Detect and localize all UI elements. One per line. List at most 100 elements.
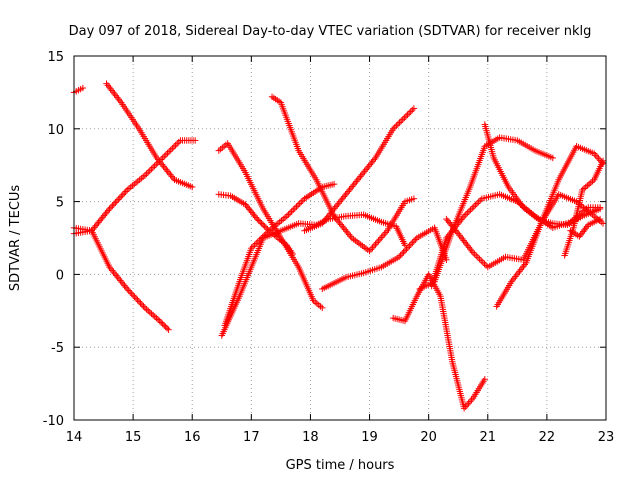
interpolated-point — [370, 156, 378, 163]
interpolated-point — [404, 111, 411, 118]
interpolated-point — [358, 211, 365, 219]
interpolated-point — [125, 287, 132, 294]
interpolated-point — [373, 239, 381, 246]
interpolated-point — [256, 237, 263, 244]
interpolated-point — [148, 310, 155, 317]
data-point — [141, 304, 149, 312]
interpolated-point — [468, 247, 475, 255]
interpolated-point — [251, 212, 258, 220]
interpolated-point — [129, 292, 137, 299]
interpolated-point — [381, 230, 388, 238]
interpolated-point — [475, 198, 482, 206]
interpolated-point — [164, 149, 171, 157]
interpolated-point — [244, 204, 252, 211]
interpolated-point — [468, 396, 475, 404]
interpolated-point — [585, 180, 593, 188]
series-arc-6 — [215, 191, 296, 258]
interpolated-point — [261, 223, 268, 230]
interpolated-point — [116, 97, 124, 105]
interpolated-point — [465, 208, 473, 215]
interpolated-point — [225, 192, 232, 199]
interpolated-point — [589, 149, 596, 156]
interpolated-point — [281, 214, 289, 221]
interpolated-point — [397, 117, 405, 125]
interpolated-point — [507, 280, 514, 287]
y-tick-label: -10 — [43, 414, 64, 429]
interpolated-point — [583, 223, 591, 230]
interpolated-point — [370, 242, 378, 250]
interpolated-point — [104, 207, 112, 214]
interpolated-point — [571, 197, 578, 204]
interpolated-point — [132, 295, 140, 302]
grid-lines — [74, 56, 606, 420]
interpolated-point — [146, 167, 153, 174]
interpolated-point — [257, 235, 265, 242]
interpolated-point — [382, 229, 390, 236]
interpolated-point — [109, 202, 116, 209]
interpolated-point — [500, 254, 507, 262]
interpolated-point — [391, 124, 398, 131]
y-tick-label: 5 — [56, 196, 64, 211]
interpolated-point — [112, 199, 119, 206]
series-arc-13 — [416, 134, 556, 293]
plot-frame — [73, 55, 607, 421]
interpolated-point — [406, 242, 413, 250]
x-axis-label: GPS time / hours — [286, 458, 395, 473]
interpolated-point — [466, 398, 474, 405]
interpolated-point — [157, 156, 165, 163]
interpolated-point — [375, 237, 382, 245]
interpolated-point — [160, 322, 168, 329]
interpolated-point — [494, 135, 501, 142]
series-arc-10 — [319, 224, 450, 293]
interpolated-point — [154, 316, 162, 323]
interpolated-point — [478, 257, 485, 264]
interpolated-point — [476, 255, 483, 263]
interpolated-point — [467, 206, 474, 214]
interpolated-point — [462, 211, 469, 218]
interpolated-point — [399, 317, 407, 324]
interpolated-point — [412, 236, 419, 243]
interpolated-point — [412, 295, 420, 302]
interpolated-point — [533, 214, 540, 221]
interpolated-point — [340, 275, 348, 282]
series-arc-9 — [268, 93, 418, 255]
x-tick-label: 19 — [361, 430, 378, 445]
interpolated-point — [436, 291, 443, 298]
interpolated-point — [122, 284, 130, 291]
interpolated-point — [372, 241, 379, 248]
interpolated-point — [247, 266, 254, 273]
interpolated-point — [86, 227, 93, 235]
interpolated-point — [250, 211, 257, 218]
x-tick-label: 14 — [66, 430, 83, 445]
interpolated-point — [594, 216, 602, 224]
interpolated-point — [453, 228, 461, 236]
interpolated-point — [154, 159, 162, 166]
interpolated-point — [444, 217, 451, 224]
interpolated-point — [409, 106, 416, 114]
interpolated-point — [246, 206, 253, 213]
interpolated-point — [537, 222, 544, 229]
interpolated-point — [429, 225, 436, 233]
interpolated-point — [286, 209, 294, 217]
interpolated-point — [473, 200, 481, 207]
interpolated-point — [118, 193, 125, 200]
data-point — [156, 317, 163, 325]
x-tick-label: 17 — [243, 430, 260, 445]
interpolated-point — [587, 179, 594, 186]
interpolated-point — [285, 211, 292, 218]
interpolated-point — [311, 174, 319, 182]
interpolated-point — [257, 218, 264, 226]
interpolated-point — [262, 230, 270, 238]
interpolated-point — [116, 194, 124, 202]
interpolated-point — [375, 264, 383, 272]
interpolated-point — [105, 261, 112, 269]
interpolated-point — [471, 250, 478, 258]
interpolated-point — [452, 227, 459, 234]
interpolated-point — [347, 233, 354, 240]
interpolated-point — [119, 191, 126, 198]
interpolated-point — [288, 249, 295, 256]
interpolated-point — [288, 208, 295, 215]
interpolated-point — [518, 202, 526, 209]
interpolated-point — [255, 217, 262, 224]
